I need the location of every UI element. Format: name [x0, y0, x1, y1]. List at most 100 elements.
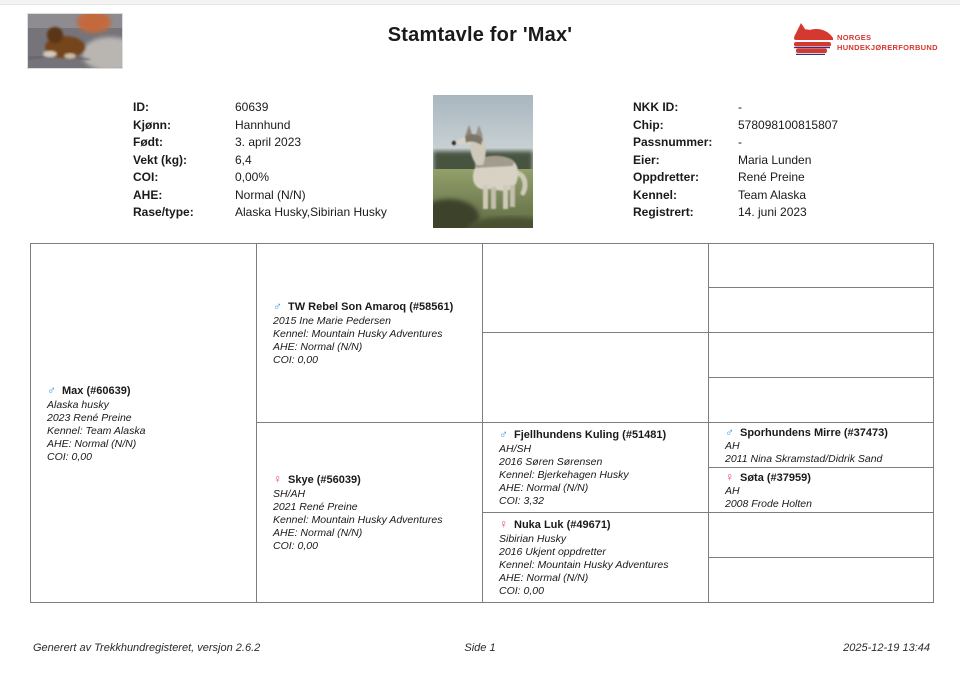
dog-name: Søta (#37959) — [740, 472, 811, 484]
pedigree-cell-dam-sire-sire: ♂ Sporhundens Mirre (#37473) AH 2011 Nina… — [708, 422, 934, 468]
female-icon: ♀ — [499, 517, 508, 531]
pedigree-cell-empty — [708, 287, 934, 333]
info-row-kjonn: Kjønn: Hannhund — [133, 118, 433, 136]
info-label: NKK ID: — [633, 100, 679, 114]
dog-detail: AH/SH — [499, 443, 532, 455]
page-title: Stamtavle for 'Max' — [387, 24, 573, 46]
footer-timestamp: 2025-12-19 13:44 — [843, 642, 930, 654]
dog-detail: Kennel: Mountain Husky Adventures — [273, 514, 443, 526]
dog-detail: 2011 Nina Skramstad/Didrik Sand — [725, 452, 883, 465]
info-label: COI: — [133, 170, 159, 184]
org-name-line1: NORGES — [837, 33, 872, 42]
pedigree-cell-empty — [708, 557, 934, 603]
org-logo: NORGES HUNDEKJØRERFORBUND — [789, 21, 939, 65]
dog-detail: Kennel: Team Alaska — [47, 424, 146, 437]
dog-detail: AH — [725, 440, 740, 452]
info-row-nkkid: NKK ID: - — [633, 100, 943, 118]
info-row-passnummer: Passnummer: - — [633, 135, 943, 153]
puppy-photo — [27, 13, 123, 69]
info-row-coi: COI: 0,00% — [133, 170, 433, 188]
dog-detail: 2023 René Preine — [47, 411, 132, 424]
dog-detail: AHE: Normal (N/N) — [499, 572, 589, 584]
info-value: Team Alaska — [738, 187, 807, 202]
info-value: Alaska Husky,Sibirian Husky — [235, 205, 387, 219]
info-label: Vekt (kg): — [133, 152, 188, 167]
org-name-line2: HUNDEKJØRERFORBUND — [837, 43, 938, 52]
dog-detail: AHE: Normal (N/N) — [273, 341, 363, 353]
dog-name: Skye (#56039) — [288, 474, 361, 486]
male-icon: ♂ — [499, 427, 508, 441]
info-value: 0,00% — [235, 170, 270, 184]
dog-detail: Kennel: Mountain Husky Adventures — [499, 559, 669, 571]
org-name: NORGES HUNDEKJØRERFORBUND — [837, 33, 938, 53]
dog-detail: Sibirian Husky — [499, 533, 567, 545]
footer-generator-text: Generert av Trekkhundregisteret, versjon… — [33, 642, 261, 654]
page-top-strip — [0, 0, 960, 5]
dog-detail: AHE: Normal (N/N) — [273, 527, 363, 539]
dog-detail: Alaska husky — [47, 398, 109, 411]
female-icon: ♀ — [273, 472, 282, 486]
pedigree-cell-dam-sire: ♂ Fjellhundens Kuling (#51481) AH/SH 2016… — [482, 422, 709, 513]
info-label: Født: — [133, 135, 163, 149]
info-label: Kjønn: — [133, 117, 171, 132]
sled-dog-head-icon — [794, 23, 833, 55]
pedigree-cell-empty — [708, 243, 934, 288]
dog-detail: 2016 Ukjent oppdretter — [499, 546, 606, 558]
male-icon: ♂ — [725, 425, 734, 439]
info-value: 3. april 2023 — [235, 135, 302, 149]
dog-detail: AH — [725, 485, 740, 497]
info-row-id: ID: 60639 — [133, 100, 433, 118]
info-row-ahe: AHE: Normal (N/N) — [133, 188, 433, 206]
info-row-rase: Rase/type: Alaska Husky,Sibirian Husky — [133, 205, 433, 223]
male-icon: ♂ — [47, 382, 56, 397]
info-row-registrert: Registrert: 14. juni 2023 — [633, 205, 943, 223]
pedigree-cell-dam-dam: ♀ Nuka Luk (#49671) Sibirian Husky 2016 U… — [482, 512, 709, 603]
dog-detail: 2008 Frode Holten — [725, 497, 812, 510]
pedigree-cell-empty — [482, 332, 709, 423]
dog-detail: 2015 Ine Marie Pedersen — [273, 315, 391, 327]
info-block-left: ID: 60639 Kjønn: Hannhund Født: 3. april 20… — [133, 100, 433, 223]
pedigree-cell-sire: ♂ TW Rebel Son Amaroq (#58561) 2015 Ine M… — [256, 243, 483, 423]
info-block-right: NKK ID: - Chip: 578098100815807 Passnummer… — [633, 100, 943, 223]
dog-detail: COI: 0,00 — [273, 540, 318, 552]
dog-detail: COI: 0,00 — [499, 585, 544, 597]
info-row-kennel: Kennel: Team Alaska — [633, 188, 943, 206]
pedigree-cell-subject: ♂ Max (#60639) Alaska husky 2023 René Pre… — [30, 243, 257, 603]
info-value: 14. juni 2023 — [738, 205, 807, 219]
dog-detail: COI: 0,00 — [47, 450, 92, 463]
info-value: 578098100815807 — [738, 117, 839, 132]
info-label: Registrert: — [633, 205, 694, 219]
dog-detail: SH/AH — [273, 488, 306, 500]
footer-page-number: Side 1 — [464, 642, 496, 654]
dog-photo — [433, 95, 533, 228]
dog-name: Nuka Luk (#49671) — [514, 519, 611, 531]
info-row-vekt: Vekt (kg): 6,4 — [133, 153, 433, 171]
info-value: - — [738, 135, 742, 149]
info-value: Hannhund — [235, 117, 291, 132]
info-label: Eier: — [633, 152, 660, 167]
pedigree-cell-dam-sire-dam: ♀ Søta (#37959) AH 2008 Frode Holten — [708, 467, 934, 513]
pedigree-cell-empty — [708, 377, 934, 423]
female-icon: ♀ — [725, 470, 734, 484]
info-value: - — [738, 100, 742, 114]
info-label: AHE: — [133, 187, 163, 202]
dog-detail: Kennel: Bjerkehagen Husky — [499, 469, 629, 481]
dog-detail: Kennel: Mountain Husky Adventures — [273, 328, 443, 340]
info-label: Oppdretter: — [633, 170, 699, 184]
pedigree-cell-dam: ♀ Skye (#56039) SH/AH 2021 René Preine Ke… — [256, 422, 483, 603]
info-value: Normal (N/N) — [235, 187, 306, 202]
dog-name: TW Rebel Son Amaroq (#58561) — [288, 301, 454, 313]
pedigree-cell-empty — [708, 512, 934, 558]
dog-name: Fjellhundens Kuling (#51481) — [514, 429, 667, 441]
info-label: ID: — [133, 100, 149, 114]
info-value: 6,4 — [235, 152, 252, 167]
dog-detail: COI: 0,00 — [273, 354, 318, 366]
info-label: Passnummer: — [633, 135, 713, 149]
pedigree-cell-empty — [708, 332, 934, 378]
dog-detail: AHE: Normal (N/N) — [47, 437, 137, 450]
info-label: Chip: — [633, 117, 664, 132]
info-label: Rase/type: — [133, 205, 194, 219]
dog-name: Max (#60639) — [62, 384, 131, 397]
info-row-fodt: Født: 3. april 2023 — [133, 135, 433, 153]
